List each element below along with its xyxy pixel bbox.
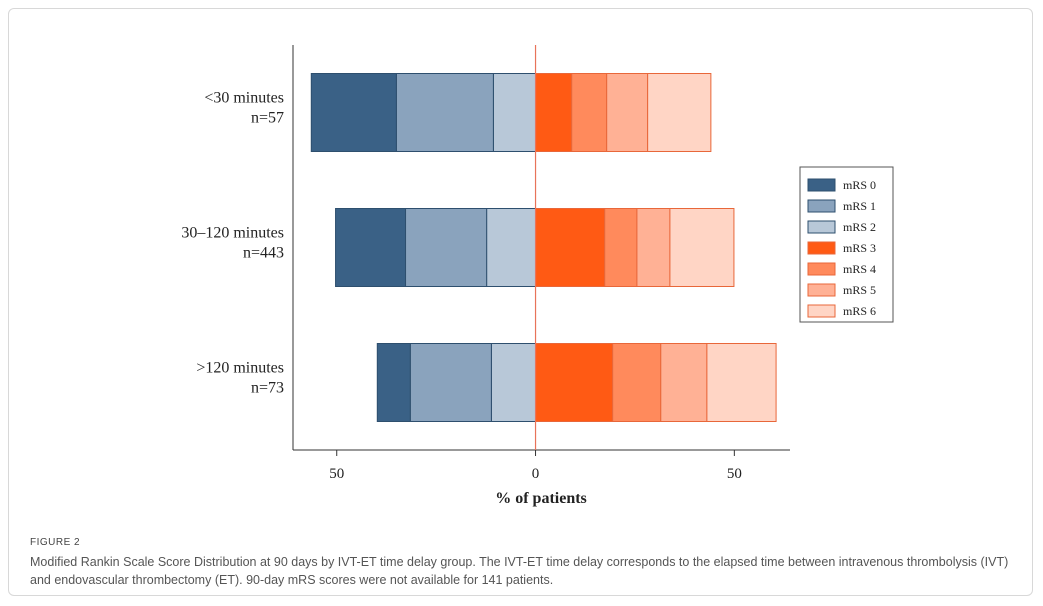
bar-segment bbox=[409, 343, 492, 422]
category-label: n=443 bbox=[243, 245, 284, 262]
bar-segment bbox=[647, 73, 712, 152]
legend-label: mRS 6 bbox=[843, 304, 876, 318]
category-label: n=57 bbox=[251, 110, 284, 127]
bar-segment bbox=[604, 208, 638, 287]
legend-label: mRS 5 bbox=[843, 283, 876, 297]
category-label: n=73 bbox=[251, 380, 284, 397]
legend-swatch bbox=[807, 262, 836, 276]
category-label: 30–120 minutes bbox=[181, 225, 284, 242]
bar-segment bbox=[535, 73, 573, 152]
x-tick-label: 50 bbox=[329, 466, 344, 482]
legend-label: mRS 1 bbox=[843, 199, 876, 213]
legend-swatch bbox=[807, 199, 836, 213]
category-label: >120 minutes bbox=[196, 360, 284, 377]
legend-label: mRS 4 bbox=[843, 262, 876, 276]
bar-segment bbox=[310, 73, 397, 152]
figure-label: FIGURE 2 bbox=[30, 537, 81, 548]
bar-segment bbox=[486, 208, 537, 287]
legend-swatch bbox=[807, 304, 836, 318]
bar-segment bbox=[490, 343, 537, 422]
bar-segment bbox=[706, 343, 777, 422]
bar-segment bbox=[606, 73, 649, 152]
legend-label: mRS 2 bbox=[843, 220, 876, 234]
bar-segment bbox=[669, 208, 735, 287]
bar-segment bbox=[535, 208, 606, 287]
x-tick-label: 0 bbox=[532, 466, 540, 482]
bar-segment bbox=[636, 208, 671, 287]
bar-segment bbox=[376, 343, 411, 422]
legend-swatch bbox=[807, 241, 836, 255]
x-tick-label: 50 bbox=[727, 466, 742, 482]
category-label: <30 minutes bbox=[204, 90, 284, 107]
bar-segment bbox=[405, 208, 488, 287]
bar-segment bbox=[660, 343, 708, 422]
figure-frame bbox=[8, 8, 1033, 596]
legend-swatch bbox=[807, 178, 836, 192]
legend-label: mRS 0 bbox=[843, 178, 876, 192]
figure-caption: Modified Rankin Scale Score Distribution… bbox=[30, 555, 1009, 587]
legend-swatch bbox=[807, 220, 836, 234]
bar-segment bbox=[395, 73, 494, 152]
bar-segment bbox=[492, 73, 537, 152]
legend-label: mRS 3 bbox=[843, 241, 876, 255]
chart: % of patients 50 0 50 <30 minutes n=57 30–120… bbox=[181, 45, 894, 507]
legend-swatch bbox=[807, 283, 836, 297]
bar-segment bbox=[612, 343, 662, 422]
x-axis-label: % of patients bbox=[495, 490, 587, 507]
bar-segment bbox=[535, 343, 614, 422]
bar-segment bbox=[335, 208, 407, 287]
bar-segment bbox=[571, 73, 608, 152]
